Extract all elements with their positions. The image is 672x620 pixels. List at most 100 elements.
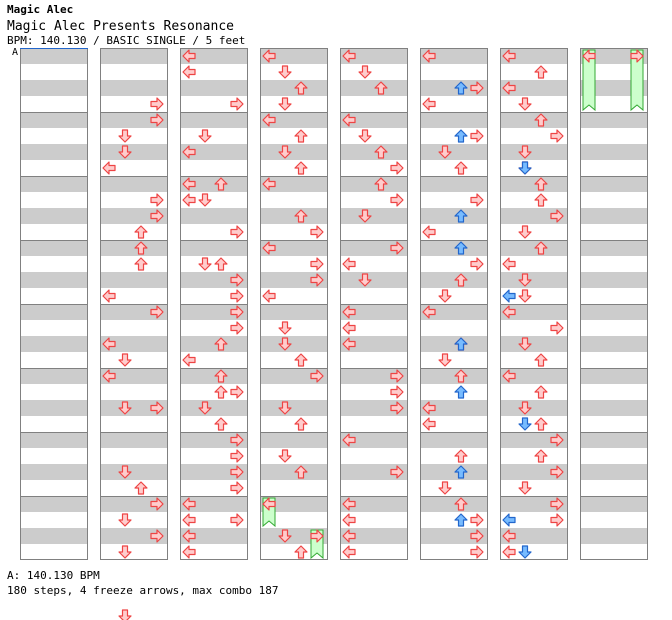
step-arrow — [134, 481, 148, 495]
step-arrow — [230, 513, 244, 527]
step-arrow — [150, 305, 164, 319]
column-border — [100, 48, 168, 560]
beat-band — [500, 464, 568, 480]
beat-band — [100, 496, 168, 512]
beat-band — [500, 48, 568, 64]
step-arrow — [262, 177, 276, 191]
step-arrow — [342, 49, 356, 63]
step-arrow — [550, 209, 564, 223]
step-arrow — [278, 401, 292, 415]
step-arrow — [230, 481, 244, 495]
step-arrow — [342, 529, 356, 543]
beat-band — [20, 48, 88, 64]
freeze-arrow — [630, 49, 644, 112]
step-arrow — [470, 129, 484, 143]
step-arrow — [470, 529, 484, 543]
beat-band — [580, 272, 648, 288]
step-arrow — [518, 289, 532, 303]
beat-band — [340, 80, 408, 96]
step-arrow — [182, 193, 196, 207]
beat-band — [580, 528, 648, 544]
beat-band — [20, 112, 88, 128]
column-border — [580, 48, 648, 560]
beat-band — [580, 208, 648, 224]
step-arrow — [342, 113, 356, 127]
step-arrow — [470, 81, 484, 95]
beat-band — [580, 432, 648, 448]
step-arrow — [454, 273, 468, 287]
step-arrow — [550, 497, 564, 511]
beat-band — [180, 240, 248, 256]
step-arrow — [374, 145, 388, 159]
beat-band — [180, 400, 248, 416]
step-arrow — [118, 545, 132, 559]
beat-band — [180, 80, 248, 96]
step-arrow — [230, 385, 244, 399]
step-arrow-blue — [454, 209, 468, 223]
beat-band — [180, 368, 248, 384]
bpm-marker: A — [12, 47, 19, 58]
step-arrow — [294, 545, 308, 559]
step-arrow — [118, 353, 132, 367]
step-arrow — [390, 401, 404, 415]
step-arrow — [630, 49, 644, 63]
step-arrow — [518, 337, 532, 351]
step-arrow — [518, 273, 532, 287]
step-arrow — [230, 465, 244, 479]
chart-column — [260, 48, 328, 560]
step-arrow-blue — [454, 129, 468, 143]
beat-band — [100, 336, 168, 352]
step-arrow — [358, 65, 372, 79]
step-arrow — [518, 481, 532, 495]
beat-band — [500, 336, 568, 352]
beat-band — [580, 368, 648, 384]
chart-column — [100, 48, 168, 560]
step-arrow — [550, 513, 564, 527]
beat-band — [180, 336, 248, 352]
step-arrow — [438, 353, 452, 367]
beat-band — [180, 48, 248, 64]
beat-band — [420, 368, 488, 384]
beat-band — [420, 336, 488, 352]
step-arrow — [422, 417, 436, 431]
step-arrow — [310, 273, 324, 287]
step-arrow — [310, 529, 324, 543]
beat-band — [420, 432, 488, 448]
step-arrow — [134, 257, 148, 271]
step-arrow — [534, 65, 548, 79]
chart-column — [20, 48, 88, 560]
column-border — [500, 48, 568, 560]
step-arrow — [342, 321, 356, 335]
step-arrow — [102, 369, 116, 383]
beat-band — [500, 368, 568, 384]
beat-band — [500, 432, 568, 448]
step-arrow — [182, 353, 196, 367]
song-artist: Magic Alec — [7, 3, 74, 16]
step-arrow-blue — [518, 545, 532, 559]
beat-band — [100, 176, 168, 192]
step-arrow — [150, 497, 164, 511]
step-arrow — [518, 401, 532, 415]
step-arrow — [342, 337, 356, 351]
step-arrow — [294, 161, 308, 175]
step-arrow — [262, 49, 276, 63]
step-arrow — [278, 449, 292, 463]
beat-band — [260, 336, 328, 352]
step-arrow — [550, 129, 564, 143]
step-arrow — [390, 369, 404, 383]
step-arrow — [454, 497, 468, 511]
beat-band — [20, 176, 88, 192]
step-arrow — [182, 145, 196, 159]
step-arrow — [422, 97, 436, 111]
step-arrow — [118, 401, 132, 415]
step-arrow — [550, 465, 564, 479]
column-border — [340, 48, 408, 560]
beat-band — [340, 176, 408, 192]
step-arrow — [214, 337, 228, 351]
step-arrow — [422, 305, 436, 319]
beat-band — [340, 304, 408, 320]
step-arrow-blue — [518, 161, 532, 175]
beat-band — [20, 368, 88, 384]
step-arrow — [454, 161, 468, 175]
step-arrow — [534, 385, 548, 399]
